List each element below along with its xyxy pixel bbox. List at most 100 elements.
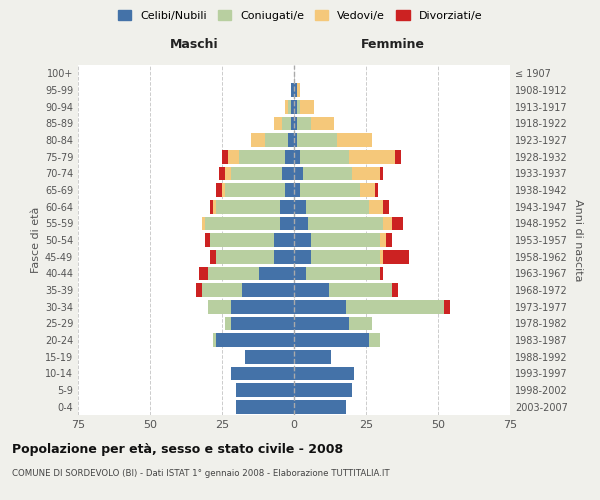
- Bar: [202, 216, 205, 230]
- Bar: [380, 166, 383, 180]
- Bar: [286, 183, 294, 197]
- Bar: [294, 83, 297, 97]
- Bar: [294, 133, 297, 147]
- Bar: [199, 266, 208, 280]
- Bar: [352, 166, 380, 180]
- Bar: [294, 216, 308, 230]
- Bar: [294, 116, 297, 130]
- Bar: [196, 283, 202, 297]
- Bar: [205, 233, 211, 247]
- Bar: [202, 283, 242, 297]
- Bar: [392, 216, 403, 230]
- Bar: [294, 200, 305, 213]
- Bar: [360, 183, 374, 197]
- Bar: [294, 350, 331, 364]
- Bar: [444, 300, 449, 314]
- Bar: [383, 200, 389, 213]
- Bar: [294, 333, 369, 347]
- Bar: [216, 200, 280, 213]
- Bar: [288, 100, 291, 114]
- Bar: [386, 233, 392, 247]
- Bar: [283, 116, 291, 130]
- Bar: [222, 150, 228, 164]
- Bar: [395, 150, 401, 164]
- Bar: [305, 200, 369, 213]
- Bar: [230, 166, 283, 180]
- Bar: [208, 300, 230, 314]
- Text: COMUNE DI SORDEVOLO (BI) - Dati ISTAT 1° gennaio 2008 - Elaborazione TUTTITALIA.: COMUNE DI SORDEVOLO (BI) - Dati ISTAT 1°…: [12, 469, 389, 478]
- Bar: [311, 116, 334, 130]
- Bar: [383, 216, 392, 230]
- Bar: [346, 300, 444, 314]
- Bar: [380, 250, 383, 264]
- Bar: [294, 183, 300, 197]
- Bar: [211, 200, 214, 213]
- Bar: [230, 300, 294, 314]
- Bar: [294, 266, 305, 280]
- Text: Femmine: Femmine: [361, 38, 425, 51]
- Bar: [337, 133, 372, 147]
- Bar: [294, 250, 311, 264]
- Legend: Celibi/Nubili, Coniugati/e, Vedovi/e, Divorziati/e: Celibi/Nubili, Coniugati/e, Vedovi/e, Di…: [113, 6, 487, 25]
- Bar: [274, 116, 283, 130]
- Bar: [297, 100, 300, 114]
- Bar: [216, 183, 222, 197]
- Bar: [349, 150, 395, 164]
- Y-axis label: Fasce di età: Fasce di età: [31, 207, 41, 273]
- Bar: [242, 283, 294, 297]
- Bar: [230, 366, 294, 380]
- Bar: [236, 383, 294, 397]
- Bar: [283, 166, 294, 180]
- Bar: [294, 166, 302, 180]
- Bar: [205, 216, 280, 230]
- Bar: [236, 400, 294, 413]
- Bar: [286, 150, 294, 164]
- Bar: [274, 233, 294, 247]
- Bar: [349, 316, 372, 330]
- Bar: [225, 166, 230, 180]
- Bar: [300, 183, 360, 197]
- Bar: [228, 150, 239, 164]
- Bar: [300, 100, 314, 114]
- Bar: [297, 133, 337, 147]
- Bar: [383, 250, 409, 264]
- Bar: [369, 333, 380, 347]
- Bar: [274, 250, 294, 264]
- Bar: [294, 100, 297, 114]
- Bar: [216, 333, 294, 347]
- Bar: [225, 316, 230, 330]
- Bar: [280, 216, 294, 230]
- Bar: [294, 150, 300, 164]
- Bar: [286, 100, 288, 114]
- Bar: [311, 233, 380, 247]
- Bar: [239, 150, 286, 164]
- Bar: [211, 233, 274, 247]
- Bar: [392, 283, 398, 297]
- Bar: [222, 183, 225, 197]
- Bar: [329, 283, 392, 297]
- Bar: [294, 316, 349, 330]
- Bar: [214, 200, 216, 213]
- Bar: [369, 200, 383, 213]
- Bar: [294, 383, 352, 397]
- Bar: [259, 266, 294, 280]
- Bar: [208, 266, 259, 280]
- Bar: [305, 266, 380, 280]
- Bar: [297, 116, 311, 130]
- Bar: [291, 100, 294, 114]
- Bar: [291, 83, 294, 97]
- Bar: [294, 400, 346, 413]
- Bar: [288, 133, 294, 147]
- Bar: [211, 250, 216, 264]
- Y-axis label: Anni di nascita: Anni di nascita: [573, 198, 583, 281]
- Bar: [216, 250, 274, 264]
- Bar: [251, 133, 265, 147]
- Bar: [302, 166, 352, 180]
- Bar: [311, 250, 380, 264]
- Bar: [380, 233, 386, 247]
- Bar: [294, 283, 329, 297]
- Bar: [297, 83, 300, 97]
- Bar: [245, 350, 294, 364]
- Bar: [219, 166, 225, 180]
- Text: Popolazione per età, sesso e stato civile - 2008: Popolazione per età, sesso e stato civil…: [12, 442, 343, 456]
